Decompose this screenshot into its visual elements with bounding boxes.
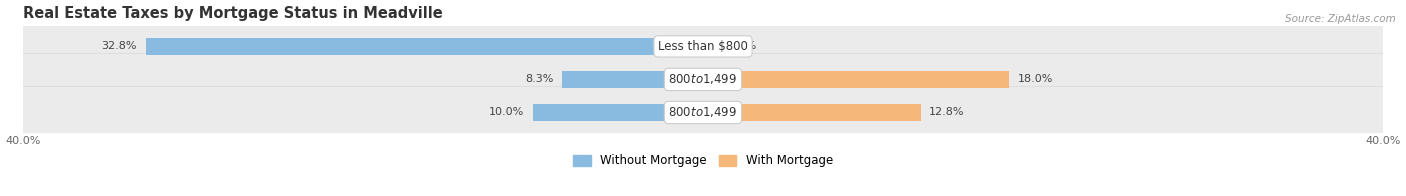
Text: 18.0%: 18.0% (1018, 74, 1053, 84)
Text: 32.8%: 32.8% (101, 41, 138, 51)
Text: Source: ZipAtlas.com: Source: ZipAtlas.com (1285, 14, 1396, 24)
Bar (703, 104, 921, 121)
Text: 12.8%: 12.8% (929, 107, 965, 117)
Bar (562, 71, 703, 88)
Bar (703, 71, 1010, 88)
Text: 8.3%: 8.3% (524, 74, 554, 84)
Text: Real Estate Taxes by Mortgage Status in Meadville: Real Estate Taxes by Mortgage Status in … (24, 5, 443, 21)
Text: 10.0%: 10.0% (489, 107, 524, 117)
Bar (146, 38, 703, 55)
Text: Less than $800: Less than $800 (658, 40, 748, 53)
Legend: Without Mortgage, With Mortgage: Without Mortgage, With Mortgage (568, 150, 838, 172)
Text: $800 to $1,499: $800 to $1,499 (668, 105, 738, 120)
Text: 0.0%: 0.0% (728, 41, 756, 51)
Text: $800 to $1,499: $800 to $1,499 (668, 73, 738, 86)
FancyBboxPatch shape (17, 20, 1389, 73)
FancyBboxPatch shape (17, 53, 1389, 105)
Bar (533, 104, 703, 121)
FancyBboxPatch shape (17, 86, 1389, 139)
